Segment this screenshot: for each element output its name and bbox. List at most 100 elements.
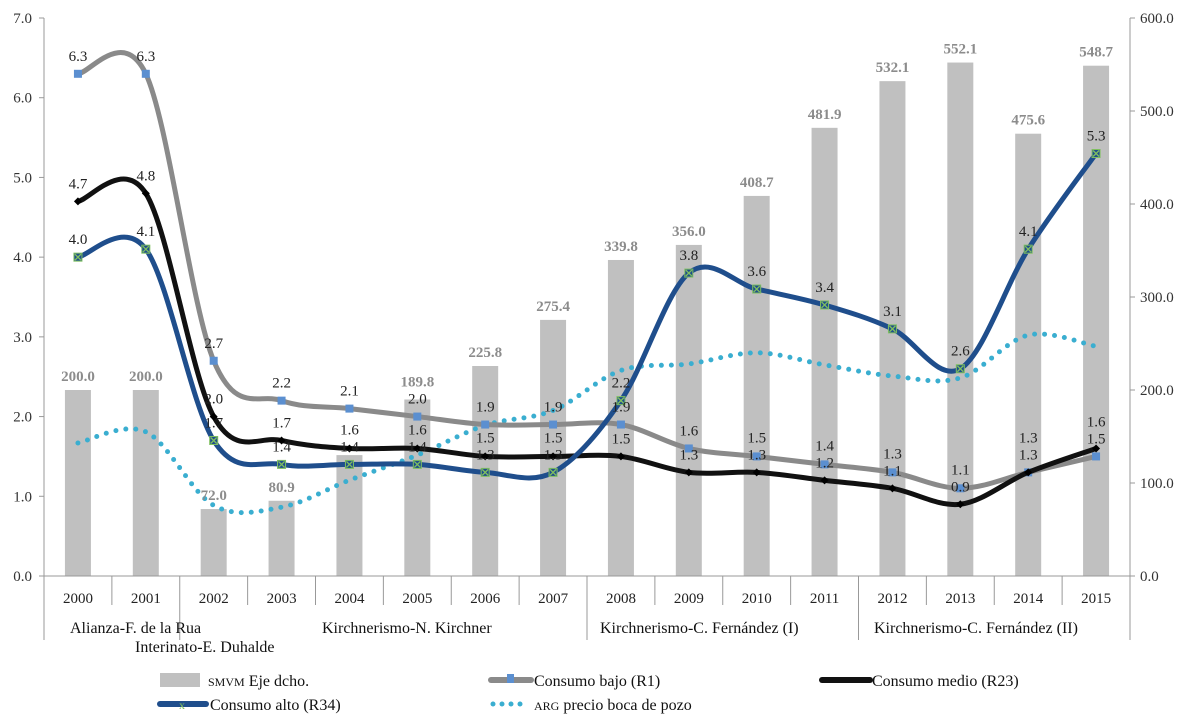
legend-label-alto: Consumo alto (R34)	[210, 697, 341, 714]
bar-smvm-2014	[1015, 133, 1042, 576]
data-label-bajo: 6.3	[136, 49, 155, 65]
right-tick-label: 200.0	[1140, 383, 1174, 399]
right-tick-label: 0.0	[1140, 569, 1159, 585]
bar-label: 339.8	[604, 239, 638, 255]
data-label-bajo: 2.0	[408, 392, 427, 408]
data-label-medio: 1.2	[815, 455, 834, 471]
data-label-medio: 1.5	[476, 430, 495, 446]
category-label-2004: 2004	[334, 591, 365, 607]
marker-bajo	[209, 356, 218, 365]
data-label-bajo: 1.3	[883, 446, 902, 462]
data-label-bajo: 2.1	[340, 384, 359, 400]
marker-x-alto	[481, 468, 489, 476]
data-label-alto: 1.3	[544, 447, 563, 463]
data-label-medio: 1.6	[1087, 414, 1106, 430]
data-label-bajo: 2.7	[204, 336, 223, 352]
bar-smvm-2011	[811, 127, 838, 576]
left-tick-label: 3.0	[13, 330, 32, 346]
marker-x-alto	[753, 285, 761, 293]
legend-label-bajo: Consumo bajo (R1)	[534, 673, 660, 690]
bar-label: 481.9	[808, 107, 842, 123]
data-label-bajo: 1.9	[544, 400, 563, 416]
period-label-cfk2: Kirchnerismo-C. Fernández (II)	[874, 620, 1078, 637]
bar-label: 475.6	[1011, 113, 1045, 129]
bar-smvm-2004	[336, 455, 363, 576]
data-label-bajo: 1.4	[815, 438, 834, 454]
bar-smvm-2005	[404, 399, 431, 576]
period-label-alianza: Alianza-F. de la Rua	[70, 620, 201, 637]
legend-label-medio: Consumo medio (R23)	[872, 673, 1019, 690]
line-consumo-alto	[77, 152, 1099, 481]
category-label-2008: 2008	[606, 591, 636, 607]
category-label-2003: 2003	[267, 591, 297, 607]
data-label-medio: 1.3	[679, 447, 698, 463]
marker-x-alto	[617, 397, 625, 405]
bar-label: 552.1	[943, 42, 977, 58]
bar-label: 532.1	[876, 60, 910, 76]
data-label-bajo: 2.2	[272, 376, 291, 392]
marker-bajo	[549, 420, 558, 429]
marker-medio	[481, 452, 490, 461]
left-tick-label: 4.0	[13, 250, 32, 266]
data-label-medio: 2.0	[204, 392, 223, 408]
category-labels: 2000 2001 2002 2003 2004 2005 2006 2007 2008 2009…	[63, 591, 1111, 607]
marker-x-alto	[888, 325, 896, 333]
marker-medio	[345, 444, 354, 453]
data-label-alto: 4.0	[69, 232, 88, 248]
data-label-bajo: 1.3	[1019, 447, 1038, 463]
category-label-2010: 2010	[742, 591, 772, 607]
marker-medio	[209, 412, 218, 421]
marker-bajo	[820, 460, 829, 469]
data-label-medio: 4.8	[136, 168, 155, 184]
marker-bajo	[413, 412, 422, 421]
data-label-medio: 1.5	[544, 430, 563, 446]
marker-bajo	[888, 468, 897, 477]
bar-label: 200.0	[61, 369, 95, 385]
bar-label: 80.9	[268, 480, 294, 496]
marker-bajo	[73, 69, 82, 78]
bar-label: 189.8	[400, 375, 434, 391]
marker-x-alto	[74, 253, 82, 261]
legend: SMVM Eje dcho. Consumo bajo (R1) Consumo…	[157, 673, 1019, 714]
bar-smvm-2010	[743, 195, 770, 576]
category-label-2012: 2012	[877, 591, 907, 607]
bar-smvm-2003	[268, 500, 295, 576]
marker-x-alto	[142, 245, 150, 253]
data-labels: 200.0 4.0 4.7 6.3 200.0 4.1 4.8 6.3 72.0 1.7 2.0 2.…	[61, 42, 1113, 504]
line-precio-boca-de-pozo	[75, 331, 1099, 516]
data-label-alto: 1.4	[408, 439, 427, 455]
data-label-alto: 4.1	[136, 224, 155, 240]
left-tick-label: 5.0	[13, 170, 32, 186]
lines	[73, 50, 1101, 516]
bar-smvm-2009	[675, 244, 702, 577]
category-label-2011: 2011	[810, 591, 839, 607]
marker-medio	[956, 500, 965, 509]
marker-bajo	[956, 484, 965, 493]
marker-x-alto	[210, 437, 218, 444]
line-consumo-bajo	[77, 50, 1097, 491]
marker-medio	[888, 484, 897, 493]
data-label-alto: 1.4	[272, 439, 291, 455]
marker-bajo	[752, 452, 761, 461]
data-label-alto: 5.3	[1087, 129, 1106, 145]
category-label-2007: 2007	[538, 591, 569, 607]
marker-bajo	[345, 404, 354, 413]
marker-x-alto	[685, 269, 693, 277]
data-label-medio: 1.6	[408, 422, 427, 438]
legend-marker-alto: x	[179, 698, 185, 712]
bar-label: 275.4	[536, 299, 570, 315]
data-label-alto: 1.3	[476, 447, 495, 463]
data-label-bajo: 1.5	[747, 430, 766, 446]
bar-smvm-2008	[607, 259, 634, 576]
legend-label-smvm: SMVM Eje dcho.	[208, 673, 309, 690]
bar-label: 225.8	[468, 345, 502, 361]
marker-medio	[549, 452, 558, 461]
marker-medio	[752, 468, 761, 477]
data-label-alto: 3.4	[815, 280, 834, 296]
marker-x-alto	[413, 460, 421, 468]
data-label-alto: 2.6	[951, 344, 970, 360]
marker-medio	[141, 189, 150, 198]
legend-marker-bajo	[507, 674, 514, 683]
marker-x-alto	[821, 301, 829, 309]
data-label-alto: 1.4	[340, 439, 359, 455]
